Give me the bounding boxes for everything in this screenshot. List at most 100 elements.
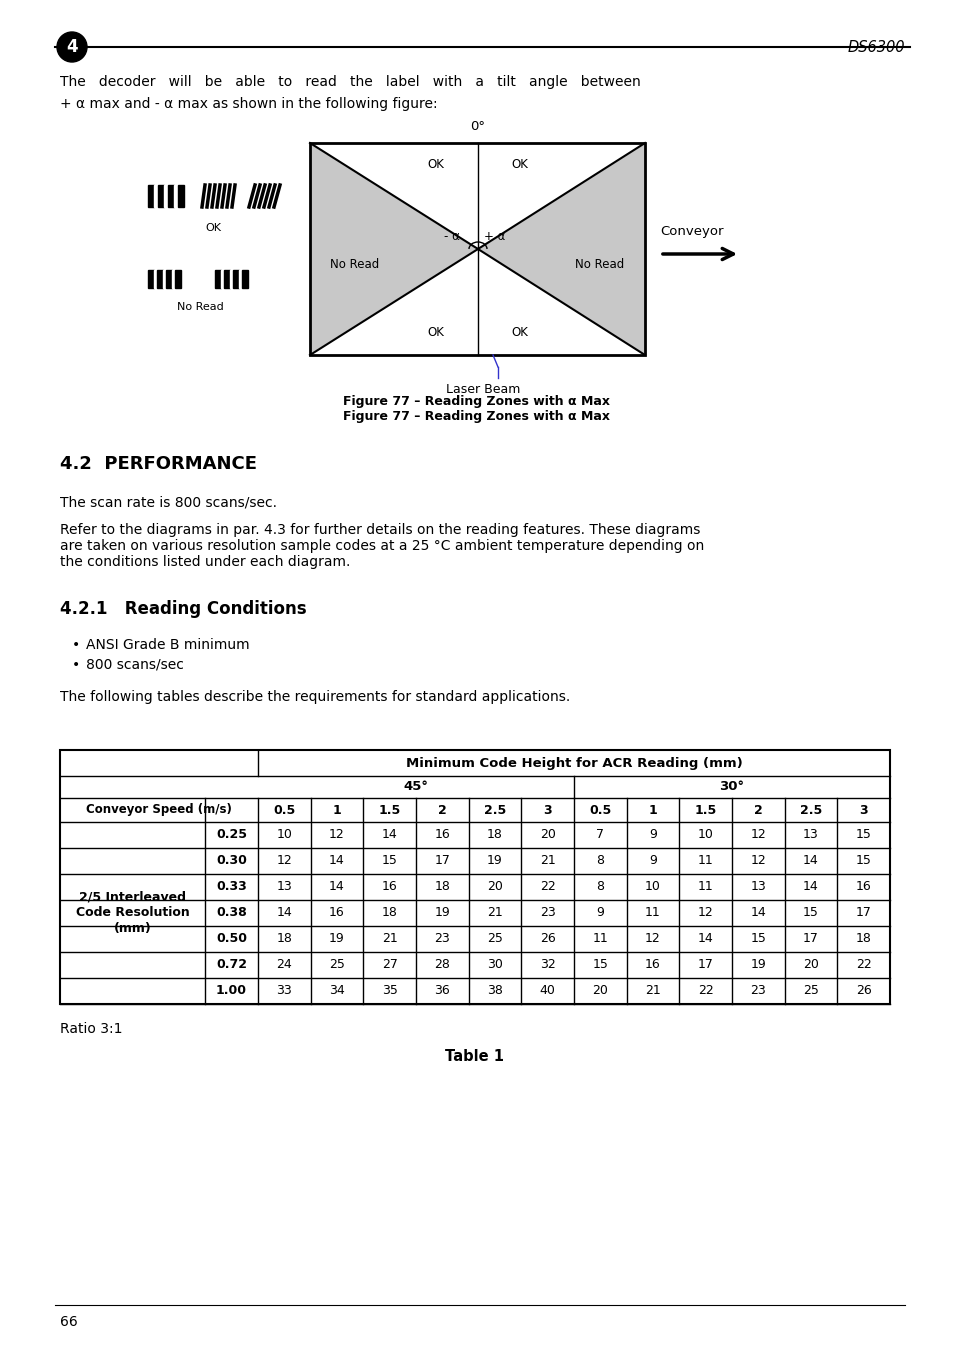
Text: Table 1: Table 1	[445, 1048, 504, 1065]
Text: 16: 16	[434, 828, 450, 842]
Text: 12: 12	[329, 828, 345, 842]
Text: 12: 12	[644, 932, 660, 946]
Text: OK: OK	[511, 327, 528, 339]
Text: 28: 28	[434, 958, 450, 971]
Text: 7: 7	[596, 828, 603, 842]
Text: 10: 10	[644, 881, 660, 893]
Bar	[148, 270, 153, 288]
Text: 26: 26	[539, 932, 555, 946]
Text: 0.25: 0.25	[215, 828, 247, 842]
Text: 24: 24	[276, 958, 292, 971]
Bar	[163, 270, 166, 288]
Bar	[224, 270, 230, 288]
Text: 2.5: 2.5	[799, 804, 821, 816]
Text: 30: 30	[487, 958, 502, 971]
Text: •: •	[71, 658, 80, 671]
Text: 25: 25	[802, 985, 818, 997]
Text: 14: 14	[329, 854, 345, 867]
Text: Code Resolution: Code Resolution	[75, 907, 190, 920]
Text: 14: 14	[750, 907, 765, 920]
Text: 15: 15	[381, 854, 397, 867]
Text: 16: 16	[855, 881, 871, 893]
Text: 12: 12	[750, 854, 765, 867]
Text: OK: OK	[427, 327, 444, 339]
Text: Refer to the diagrams in par. 4.3 for further details on the reading features. T: Refer to the diagrams in par. 4.3 for fu…	[60, 523, 703, 569]
Text: 25: 25	[487, 932, 502, 946]
Text: 15: 15	[802, 907, 818, 920]
Bar	[172, 270, 174, 288]
Text: 23: 23	[539, 907, 555, 920]
Text: Conveyor: Conveyor	[659, 224, 722, 238]
Text: 17: 17	[434, 854, 450, 867]
Text: DS6300: DS6300	[846, 39, 904, 54]
Text: 2.5: 2.5	[483, 804, 506, 816]
Text: Laser Beam: Laser Beam	[445, 382, 519, 396]
Text: 8: 8	[596, 881, 603, 893]
Text: 14: 14	[381, 828, 397, 842]
Text: 19: 19	[434, 907, 450, 920]
Text: OK: OK	[427, 158, 444, 172]
Text: No Read: No Read	[575, 258, 624, 270]
Text: 15: 15	[750, 932, 765, 946]
Text: 18: 18	[381, 907, 397, 920]
Bar	[166, 270, 172, 288]
Text: 16: 16	[644, 958, 660, 971]
Text: 21: 21	[381, 932, 397, 946]
Text: 11: 11	[644, 907, 660, 920]
Text: 20: 20	[487, 881, 502, 893]
Text: 1: 1	[648, 804, 657, 816]
Bar	[168, 185, 173, 207]
Bar	[230, 270, 233, 288]
Text: 22: 22	[855, 958, 871, 971]
Text: 1.5: 1.5	[378, 804, 400, 816]
Text: 0.38: 0.38	[216, 907, 247, 920]
Text: Figure 77 – Reading Zones with α Max: Figure 77 – Reading Zones with α Max	[343, 409, 610, 423]
Text: 9: 9	[648, 828, 657, 842]
Text: 13: 13	[802, 828, 818, 842]
Text: 11: 11	[697, 881, 713, 893]
Text: + α max and - α max as shown in the following figure:: + α max and - α max as shown in the foll…	[60, 97, 437, 111]
Text: 13: 13	[276, 881, 292, 893]
Text: 16: 16	[381, 881, 397, 893]
Text: 11: 11	[697, 854, 713, 867]
Text: 30°: 30°	[719, 781, 743, 793]
Text: 0.5: 0.5	[273, 804, 295, 816]
Text: 36: 36	[434, 985, 450, 997]
Text: 21: 21	[539, 854, 555, 867]
Text: 10: 10	[276, 828, 292, 842]
Text: 21: 21	[487, 907, 502, 920]
Text: 20: 20	[539, 828, 555, 842]
Text: 40: 40	[539, 985, 555, 997]
Text: Figure 77 – Reading Zones with α Max: Figure 77 – Reading Zones with α Max	[343, 394, 610, 408]
Text: 18: 18	[855, 932, 871, 946]
Text: 26: 26	[855, 985, 871, 997]
Text: The   decoder   will   be   able   to   read   the   label   with   a   tilt   a: The decoder will be able to read the lab…	[60, 76, 640, 89]
Text: 0.33: 0.33	[216, 881, 247, 893]
Text: 22: 22	[539, 881, 555, 893]
Text: 45°: 45°	[403, 781, 428, 793]
Text: 1: 1	[333, 804, 341, 816]
Text: No Read: No Read	[330, 258, 379, 270]
Text: 66: 66	[60, 1315, 77, 1329]
Text: 18: 18	[487, 828, 502, 842]
Text: 14: 14	[802, 881, 818, 893]
Bar	[310, 143, 644, 355]
Text: 4.2  PERFORMANCE: 4.2 PERFORMANCE	[60, 455, 256, 473]
Text: 1.00: 1.00	[215, 985, 247, 997]
Text: 33: 33	[276, 985, 292, 997]
Text: •: •	[71, 638, 80, 653]
Polygon shape	[310, 249, 644, 355]
Text: 10: 10	[697, 828, 713, 842]
Text: OK: OK	[511, 158, 528, 172]
Text: 16: 16	[329, 907, 345, 920]
Text: 25: 25	[329, 958, 345, 971]
Text: 27: 27	[381, 958, 397, 971]
Text: 0.72: 0.72	[215, 958, 247, 971]
Text: 0.30: 0.30	[215, 854, 247, 867]
Text: 23: 23	[750, 985, 765, 997]
Bar	[148, 185, 153, 207]
Bar	[214, 270, 221, 288]
Text: 18: 18	[276, 932, 292, 946]
Text: 2/5 Interleaved: 2/5 Interleaved	[79, 890, 186, 904]
Text: 14: 14	[802, 854, 818, 867]
